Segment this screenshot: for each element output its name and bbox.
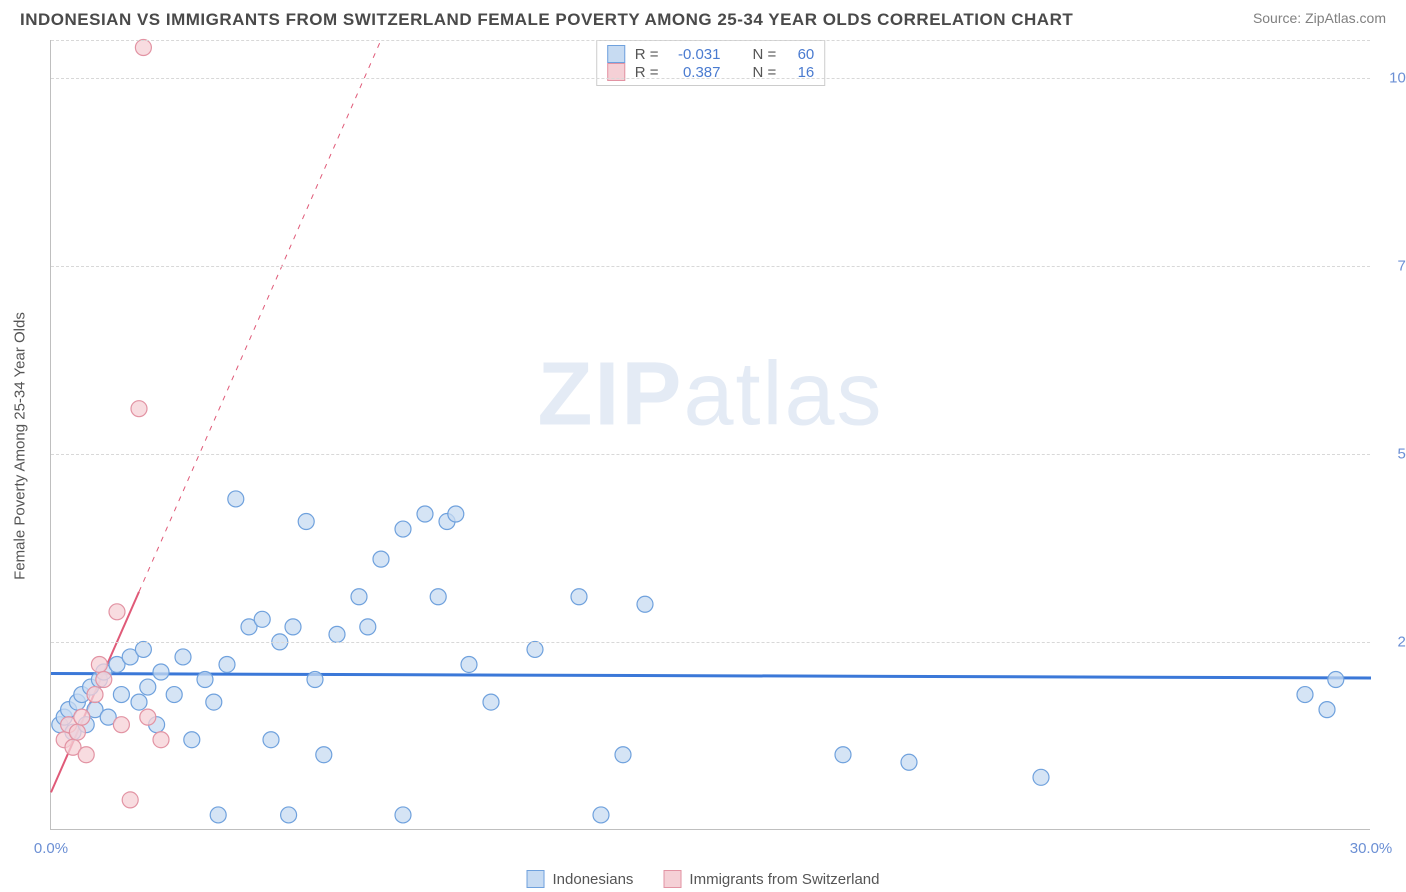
scatter-point	[1033, 769, 1049, 785]
scatter-point	[395, 807, 411, 823]
scatter-point	[140, 709, 156, 725]
scatter-point	[461, 656, 477, 672]
scatter-point	[615, 747, 631, 763]
scatter-point	[131, 401, 147, 417]
trendline-dashed	[139, 40, 381, 592]
scatter-point	[113, 717, 129, 733]
scatter-point	[1328, 672, 1344, 688]
y-tick-label: 50.0%	[1380, 445, 1406, 462]
x-tick-label: 0.0%	[34, 840, 68, 857]
scatter-svg	[51, 40, 1370, 829]
legend-stats: R =-0.031N =60R =0.387N =16	[596, 40, 826, 86]
y-tick-label: 75.0%	[1380, 257, 1406, 274]
scatter-point	[1319, 702, 1335, 718]
scatter-point	[593, 807, 609, 823]
n-label: N =	[753, 46, 777, 63]
trendline	[51, 674, 1371, 679]
scatter-point	[1297, 687, 1313, 703]
source-label: Source: ZipAtlas.com	[1253, 10, 1386, 26]
gridline	[51, 40, 1370, 41]
gridline	[51, 266, 1370, 267]
gridline	[51, 454, 1370, 455]
scatter-point	[307, 672, 323, 688]
legend-item: Immigrants from Switzerland	[663, 870, 879, 888]
scatter-point	[483, 694, 499, 710]
r-label: R =	[635, 46, 659, 63]
y-axis-title: Female Poverty Among 25-34 Year Olds	[12, 312, 29, 580]
scatter-point	[175, 649, 191, 665]
scatter-point	[153, 664, 169, 680]
r-value: -0.031	[669, 46, 721, 63]
scatter-point	[360, 619, 376, 635]
legend-label: Indonesians	[553, 871, 634, 888]
scatter-point	[351, 589, 367, 605]
scatter-point	[901, 754, 917, 770]
scatter-point	[153, 732, 169, 748]
scatter-point	[91, 656, 107, 672]
scatter-point	[448, 506, 464, 522]
scatter-point	[417, 506, 433, 522]
scatter-point	[206, 694, 222, 710]
scatter-point	[430, 589, 446, 605]
scatter-point	[637, 596, 653, 612]
legend-label: Immigrants from Switzerland	[689, 871, 879, 888]
legend-stats-row: R = -0.031 N = 60	[607, 45, 815, 63]
y-tick-label: 25.0%	[1380, 633, 1406, 650]
scatter-point	[254, 611, 270, 627]
scatter-point	[228, 491, 244, 507]
legend-item: Indonesians	[527, 870, 634, 888]
scatter-point	[835, 747, 851, 763]
y-tick-label: 100.0%	[1380, 69, 1406, 86]
scatter-point	[263, 732, 279, 748]
scatter-point	[69, 724, 85, 740]
chart-plot-area: ZIPatlas R =-0.031N =60R =0.387N =16 25.…	[50, 40, 1370, 830]
scatter-point	[87, 687, 103, 703]
scatter-point	[395, 521, 411, 537]
scatter-point	[109, 604, 125, 620]
scatter-point	[527, 641, 543, 657]
scatter-point	[184, 732, 200, 748]
chart-title: INDONESIAN VS IMMIGRANTS FROM SWITZERLAN…	[20, 10, 1073, 30]
scatter-point	[113, 687, 129, 703]
scatter-point	[96, 672, 112, 688]
legend-series: Indonesians Immigrants from Switzerland	[527, 870, 880, 888]
legend-swatch	[663, 870, 681, 888]
scatter-point	[135, 641, 151, 657]
scatter-point	[219, 656, 235, 672]
scatter-point	[78, 747, 94, 763]
scatter-point	[74, 709, 90, 725]
gridline	[51, 78, 1370, 79]
scatter-point	[131, 694, 147, 710]
n-value: 60	[786, 46, 814, 63]
scatter-point	[135, 40, 151, 56]
x-tick-label: 30.0%	[1350, 840, 1393, 857]
scatter-point	[197, 672, 213, 688]
scatter-point	[316, 747, 332, 763]
scatter-point	[329, 626, 345, 642]
scatter-point	[281, 807, 297, 823]
scatter-point	[298, 514, 314, 530]
scatter-point	[285, 619, 301, 635]
scatter-point	[210, 807, 226, 823]
scatter-point	[571, 589, 587, 605]
legend-swatch	[527, 870, 545, 888]
scatter-point	[373, 551, 389, 567]
scatter-point	[122, 792, 138, 808]
legend-swatch	[607, 45, 625, 63]
gridline	[51, 642, 1370, 643]
scatter-point	[166, 687, 182, 703]
scatter-point	[140, 679, 156, 695]
